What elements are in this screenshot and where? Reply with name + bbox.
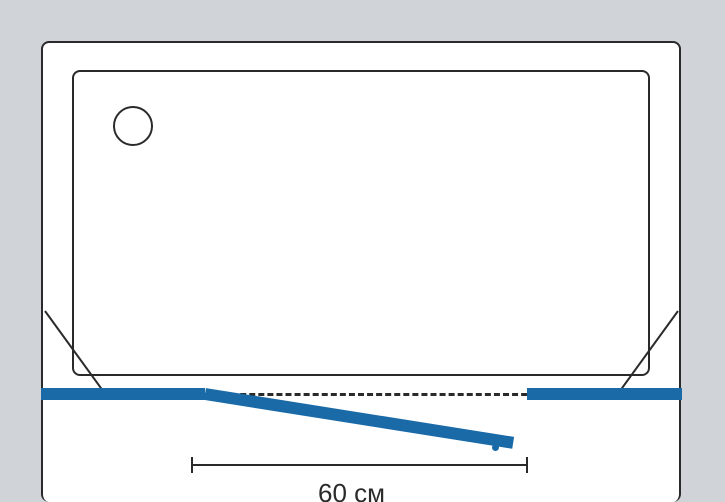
inner-tray-rect — [72, 70, 650, 376]
dimension-line — [192, 464, 527, 466]
door-fixed-panel-left — [41, 388, 205, 400]
door-fixed-panel-right — [527, 388, 682, 400]
drain-circle — [113, 106, 153, 146]
dimension-label: 60 см — [318, 478, 385, 502]
diagram-canvas: 60 см — [0, 0, 725, 502]
